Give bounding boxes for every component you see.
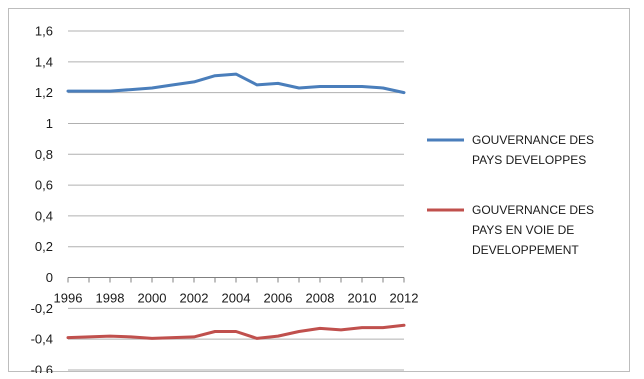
y-tick-label: 1,2 [35, 85, 53, 100]
y-tick-label: 1,6 [35, 24, 53, 39]
y-tick-label: -0,2 [31, 301, 53, 316]
x-tick-label: 1998 [96, 291, 125, 306]
x-tick-label: 2008 [306, 291, 335, 306]
x-tick-label: 2000 [138, 291, 167, 306]
x-tick-label: 2012 [390, 291, 419, 306]
y-tick-label: 0,2 [35, 239, 53, 254]
y-tick-label: 1,4 [35, 54, 53, 69]
x-tick-label: 1996 [54, 291, 83, 306]
y-tick-label: -0,6 [31, 363, 53, 374]
line-chart: 1,6 1,4 1,2 1 0,8 0,6 0,4 0,2 0 -0,2 -0,4 -0,6 1996 1… [31, 24, 594, 374]
series-line-1 [66, 72, 406, 95]
x-tick-label: 2006 [264, 291, 293, 306]
y-tick-label: 0,6 [35, 178, 53, 193]
legend-label-2: GOUVERNANCE DES PAYS EN VOIE DE DEVELOPPEM… [472, 203, 594, 257]
x-tick-label: 2010 [348, 291, 377, 306]
x-tick-label: 2002 [180, 291, 209, 306]
y-tick-label: 1 [46, 116, 53, 131]
y-tick-label: 0,8 [35, 147, 53, 162]
y-tick-label: 0 [46, 270, 53, 285]
x-tick-label: 2004 [222, 291, 251, 306]
legend-label-1: GOUVERNANCE DES PAYS DEVELOPPES [472, 133, 594, 167]
series-line-2 [66, 323, 406, 340]
y-tick-label: 0,4 [35, 208, 53, 223]
chart-frame: 1,6 1,4 1,2 1 0,8 0,6 0,4 0,2 0 -0,2 -0,4 -0,6 1996 1… [8, 8, 630, 374]
y-tick-label: -0,4 [31, 332, 53, 347]
